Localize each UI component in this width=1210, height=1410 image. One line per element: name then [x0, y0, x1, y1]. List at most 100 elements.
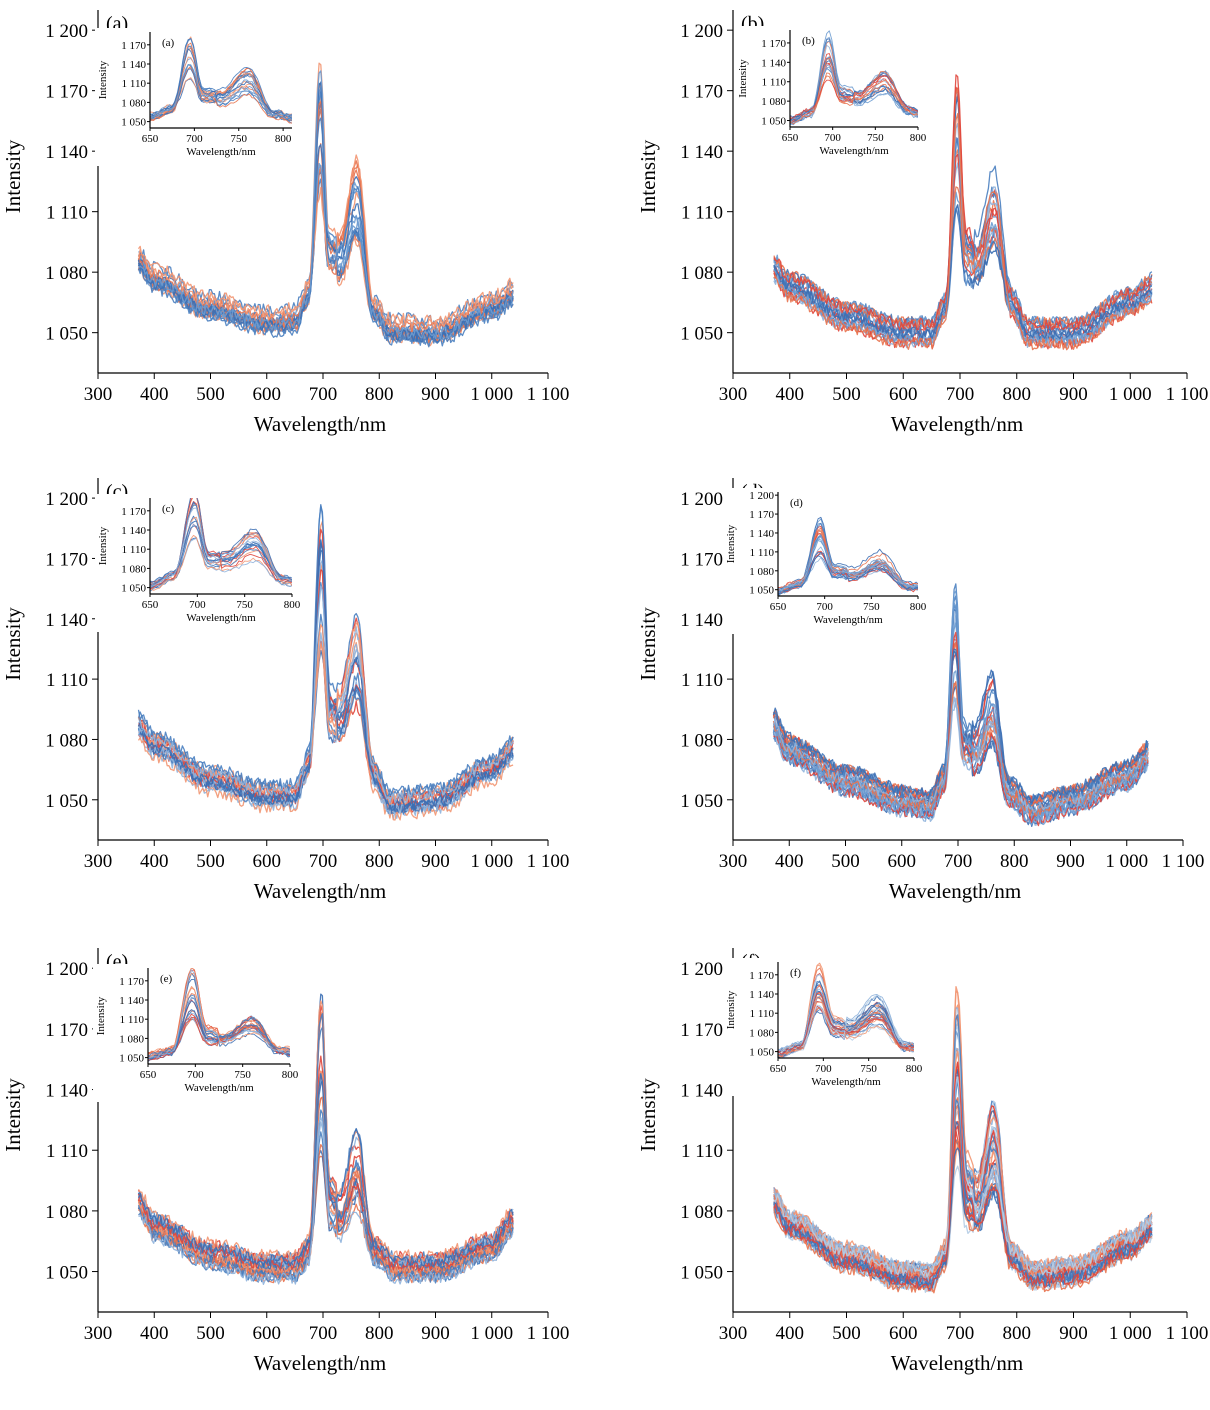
x-tick-label: 300 — [84, 384, 113, 405]
inset-spectra — [778, 516, 918, 596]
inset-x-tick-label: 650 — [142, 599, 159, 611]
panel-b: 300 400 500 600 700 800 900 1 000 1 100 1 050 1 08… — [636, 10, 1208, 436]
y-tick-label: 1 110 — [681, 670, 723, 691]
inset-y-tick-label: 1 170 — [119, 976, 144, 988]
inset-y-tick-label: 1 170 — [749, 970, 774, 982]
x-tick-label: 600 — [889, 1323, 918, 1344]
inset-spectrum-line — [778, 534, 918, 593]
x-axis-title: Wavelength/nm — [891, 1351, 1023, 1375]
inset-y-tick-label: 1 140 — [121, 59, 146, 71]
x-tick-label: 500 — [831, 851, 860, 872]
x-tick-label: 300 — [719, 384, 748, 405]
x-tick-label: 900 — [1056, 851, 1085, 872]
y-tick-label: 1 110 — [46, 1141, 88, 1162]
panel-f: 300 400 500 600 700 800 900 1 000 1 100 1 050 1 08… — [636, 948, 1208, 1375]
x-axis-title: Wavelength/nm — [889, 879, 1021, 903]
inset-x-axis-title: Wavelength/nm — [819, 145, 889, 157]
spectrum-line — [773, 186, 1153, 330]
y-axis-title: Intensity — [636, 139, 660, 213]
x-tick-label: 1 100 — [1162, 851, 1205, 872]
inset-x-tick-label: 650 — [140, 1069, 157, 1081]
inset-f: 650 700 750 800 1 050 1 080 1 110 1 140 1 170 Wav… — [723, 958, 923, 1096]
x-tick-label: 300 — [84, 1323, 113, 1344]
inset-y-tick-label: 1 050 — [761, 116, 786, 128]
x-tick-label: 1 100 — [527, 384, 570, 405]
inset-x-tick-label: 700 — [187, 1069, 204, 1081]
x-tick-label: 900 — [1059, 1323, 1088, 1344]
inset-y-tick-label: 1 050 — [119, 1053, 144, 1065]
inset-y-tick-label: 1 080 — [119, 1033, 144, 1045]
y-tick-label: 1 170 — [45, 82, 88, 103]
inset-x-tick-label: 750 — [236, 599, 253, 611]
y-tick-label: 1 080 — [45, 263, 88, 284]
y-tick-label: 1 170 — [680, 82, 723, 103]
x-tick-label: 300 — [719, 851, 748, 872]
inset-x-tick-label: 750 — [863, 601, 880, 613]
inset-y-axis-title: Intensity — [95, 996, 107, 1035]
spectra-series — [137, 504, 514, 821]
inset-x-tick-label: 700 — [815, 1063, 832, 1075]
inset-y-tick-label: 1 140 — [119, 995, 144, 1007]
y-tick-label: 1 050 — [680, 1263, 723, 1284]
x-tick-label: 700 — [309, 1323, 338, 1344]
x-tick-label: 300 — [719, 1323, 748, 1344]
inset-spectrum-line — [150, 47, 292, 124]
inset-y-tick-label: 1 140 — [749, 989, 774, 1001]
inset-spectrum-line — [778, 991, 914, 1055]
x-tick-label: 800 — [1000, 851, 1029, 872]
inset-x-tick-label: 800 — [282, 1069, 299, 1081]
inset-y-tick-label: 1 080 — [761, 96, 786, 108]
inset-spectra — [150, 498, 292, 592]
x-tick-label: 500 — [196, 1323, 225, 1344]
spectrum-line — [772, 648, 1149, 804]
inset-x-axis-title: Wavelength/nm — [811, 1076, 881, 1088]
inset-b: 650 700 750 800 1 050 1 080 1 110 1 140 1 170 Wav… — [735, 26, 927, 165]
x-tick-label: 400 — [140, 851, 169, 872]
y-tick-label: 1 200 — [45, 21, 88, 42]
inset-y-tick-label: 1 110 — [122, 78, 147, 90]
x-tick-label: 700 — [946, 1323, 975, 1344]
x-tick-label: 700 — [946, 384, 975, 405]
inset-panel-label: (d) — [790, 497, 803, 509]
x-tick-label: 500 — [832, 384, 861, 405]
inset-y-tick-label: 1 110 — [750, 1008, 775, 1020]
inset-y-tick-label: 1 080 — [749, 566, 774, 578]
x-tick-label: 900 — [421, 384, 450, 405]
x-tick-label: 1 100 — [527, 851, 570, 872]
inset-x-tick-label: 800 — [275, 133, 292, 145]
y-tick-label: 1 170 — [45, 549, 88, 570]
inset-x-axis-title: Wavelength/nm — [186, 612, 256, 624]
inset-e: 650 700 750 800 1 050 1 080 1 110 1 140 1 170 Wav… — [93, 964, 299, 1102]
inset-x-axis-title: Wavelength/nm — [186, 146, 256, 158]
inset-panel-label: (a) — [162, 37, 175, 49]
x-tick-label: 400 — [775, 851, 804, 872]
inset-spectrum-line — [778, 552, 918, 595]
x-tick-label: 400 — [776, 1323, 805, 1344]
inset-spectrum-line — [148, 969, 290, 1059]
inset-y-tick-label: 1 200 — [749, 490, 774, 502]
inset-spectrum-line — [150, 538, 292, 590]
inset-spectrum-line — [778, 516, 918, 590]
y-tick-label: 1 110 — [681, 203, 723, 224]
y-axis-title: Intensity — [636, 1078, 660, 1152]
inset-x-tick-label: 750 — [231, 133, 248, 145]
inset-y-tick-label: 1 110 — [120, 1014, 145, 1026]
y-tick-label: 1 110 — [46, 203, 88, 224]
inset-spectrum-line — [790, 64, 918, 126]
spectrum-line — [773, 204, 1153, 340]
x-tick-label: 500 — [832, 1323, 861, 1344]
spectrum-line — [772, 696, 1149, 813]
x-tick-label: 500 — [196, 384, 225, 405]
spectrum-line — [137, 1013, 514, 1284]
x-axis-title: Wavelength/nm — [254, 1351, 386, 1375]
inset-a: 650 700 750 800 1 050 1 080 1 110 1 140 1 170 Wav… — [95, 28, 297, 166]
x-axis-title: Wavelength/nm — [891, 412, 1023, 436]
y-tick-label: 1 170 — [680, 549, 723, 570]
panel-c: 300 400 500 600 700 800 900 1 000 1 100 1 050 1 08… — [1, 478, 569, 903]
inset-x-tick-label: 650 — [770, 601, 787, 613]
inset-spectrum-line — [150, 48, 292, 119]
x-tick-label: 800 — [1003, 384, 1032, 405]
inset-y-tick-label: 1 170 — [761, 38, 786, 50]
panel-a: 300 400 500 600 700 800 900 1 000 1 100 1 050 1 08… — [1, 10, 569, 436]
